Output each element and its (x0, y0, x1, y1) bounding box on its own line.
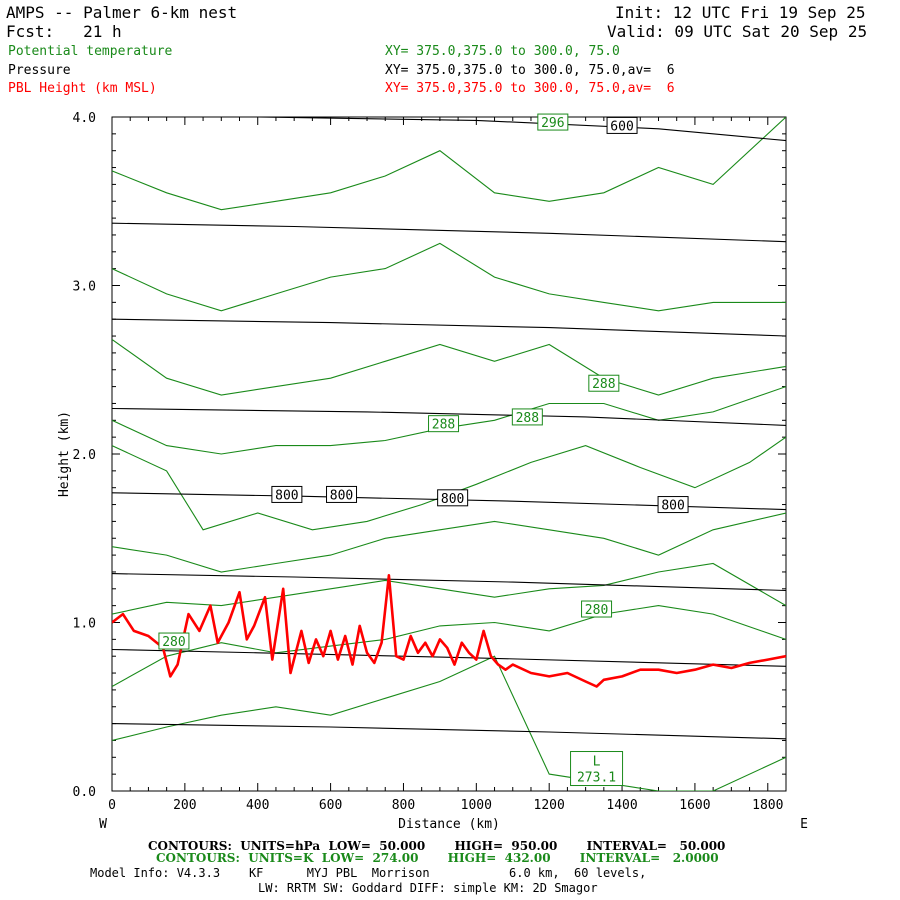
pressure-contour-label: 800 (330, 488, 353, 503)
theta-contour (112, 512, 786, 573)
y-tick-label: 1.0 (73, 617, 96, 632)
field-theta-xy: XY= 375.0,375.0 to 300.0, 75.0 (385, 44, 620, 59)
east-label: E (800, 817, 808, 832)
footer-theta-contours: CONTOURS: UNITS=K LOW= 274.00 HIGH= 432.… (156, 851, 719, 865)
pressure-contour (234, 117, 786, 142)
pressure-contour (112, 492, 786, 511)
x-tick-label: 1600 (679, 798, 710, 813)
plot-frame (111, 116, 787, 792)
pressure-contour (112, 222, 786, 243)
y-tick-label: 0.0 (73, 785, 96, 800)
theta-contour (112, 562, 786, 615)
theta-contour-label: 288 (432, 418, 455, 433)
pressure-contour-label-box (326, 485, 358, 503)
theta-contour-label: 296 (541, 116, 564, 131)
theta-contour-label: 280 (162, 635, 185, 650)
x-axis-label: Distance (km) (398, 817, 500, 832)
theta-contour-label-box (158, 632, 190, 650)
valid-time: Valid: 09 UTC Sat 20 Sep 25 (607, 22, 868, 41)
field-pbl-xy: XY= 375.0,375.0 to 300.0, 75.0,av= 6 (385, 81, 675, 96)
pressure-contour (112, 723, 786, 740)
y-tick-label: 4.0 (73, 111, 96, 126)
pbl-height-line (112, 574, 786, 688)
x-tick-label: 0 (108, 798, 116, 813)
field-theta-label: Potential temperature (8, 44, 173, 59)
chart-title: AMPS -- Palmer 6-km nest (6, 3, 238, 22)
low-marker-value: 273.1 (577, 771, 616, 786)
field-pbl-label: PBL Height (km MSL) (8, 81, 157, 96)
x-tick-label: 600 (319, 798, 342, 813)
theta-contour-label-box (428, 415, 460, 433)
theta-contour-label-box (511, 408, 543, 426)
pressure-contour-label-box (437, 489, 469, 507)
x-tick-label: 800 (392, 798, 415, 813)
theta-contour-label-box (588, 374, 620, 392)
forecast-hour: Fcst: 21 h (6, 22, 122, 41)
pressure-contour (112, 407, 786, 426)
theta-contour (112, 242, 786, 312)
footer-physics-info: LW: RRTM SW: Goddard DIFF: simple KM: 2D… (258, 881, 598, 895)
pressure-contour-label: 800 (275, 488, 298, 503)
init-time: Init: 12 UTC Fri 19 Sep 25 (615, 3, 866, 22)
pressure-contour-label-box (606, 116, 638, 134)
x-tick-label: 200 (173, 798, 196, 813)
theta-contour-label: 280 (585, 603, 608, 618)
pressure-contour-label-box (271, 485, 303, 503)
low-marker-box (570, 751, 624, 787)
y-tick-label: 3.0 (73, 280, 96, 295)
theta-contour (112, 117, 786, 211)
pressure-contour-label-box (657, 496, 689, 514)
theta-contour (112, 338, 786, 396)
x-tick-label: 1000 (461, 798, 492, 813)
theta-contour (112, 605, 786, 687)
x-tick-label: 1800 (752, 798, 783, 813)
pressure-contour (112, 318, 786, 337)
pressure-contour (112, 573, 786, 592)
y-axis-label: Height (km) (57, 411, 72, 497)
field-pressure-xy: XY= 375.0,375.0 to 300.0, 75.0,av= 6 (385, 63, 675, 78)
field-pressure-label: Pressure (8, 63, 71, 78)
footer-pressure-contours: CONTOURS: UNITS=hPa LOW= 50.000 HIGH= 95… (148, 839, 726, 853)
x-tick-label: 1400 (606, 798, 637, 813)
pressure-contour-label: 800 (661, 499, 684, 514)
pressure-contour-label: 600 (610, 119, 633, 134)
theta-contour-label: 288 (516, 411, 539, 426)
low-marker-letter: L (593, 755, 601, 770)
y-tick-label: 2.0 (73, 448, 96, 463)
west-label: W (99, 817, 107, 832)
theta-contour (112, 436, 786, 531)
x-tick-label: 1200 (534, 798, 565, 813)
pressure-contour-label: 800 (441, 492, 464, 507)
theta-contour-label-box (537, 113, 569, 131)
footer-model-info: Model Info: V4.3.3 KF MYJ PBL Morrison 6… (90, 866, 647, 880)
theta-contour-label: 288 (592, 377, 615, 392)
pressure-contour (112, 648, 786, 667)
theta-contour (112, 655, 786, 791)
theta-contour-label-box (581, 600, 613, 618)
x-tick-label: 400 (246, 798, 269, 813)
